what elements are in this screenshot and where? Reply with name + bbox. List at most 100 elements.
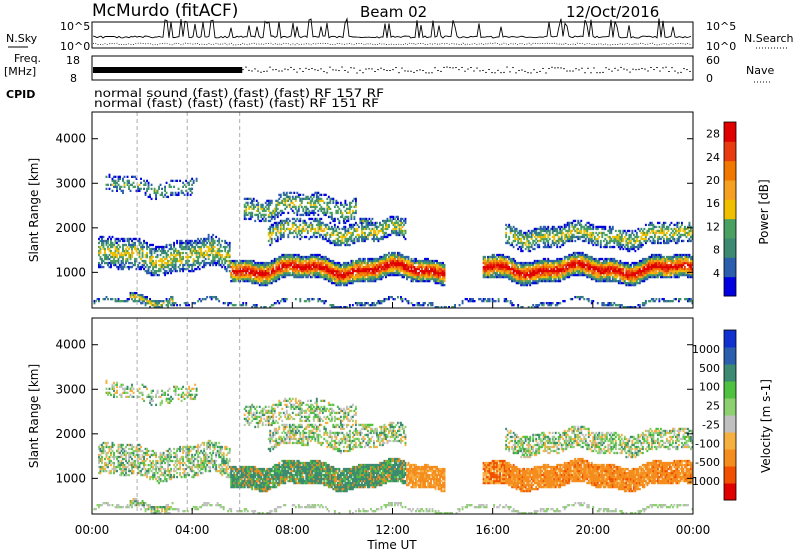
heatmap-cell	[513, 258, 515, 260]
heatmap-cell	[337, 206, 339, 208]
heatmap-cell	[393, 270, 395, 272]
heatmap-cell	[136, 292, 138, 294]
heatmap-cell	[100, 264, 102, 266]
heatmap-cell	[182, 192, 184, 194]
heatmap-cell	[251, 212, 253, 214]
heatmap-cell	[343, 206, 345, 208]
heatmap-cell	[131, 254, 133, 256]
heatmap-cell	[134, 242, 136, 244]
heatmap-cell	[172, 192, 174, 194]
heatmap-cell	[337, 218, 339, 220]
heatmap-cell	[283, 224, 285, 226]
heatmap-cell	[516, 244, 518, 246]
heatmap-cell	[194, 264, 196, 266]
heatmap-cell	[257, 282, 259, 284]
heatmap-cell	[350, 206, 352, 208]
heatmap-cell	[271, 238, 273, 240]
heatmap-cell	[299, 224, 301, 226]
heatmap-cell	[265, 214, 267, 216]
heatmap-cell	[355, 236, 357, 238]
heatmap-cell	[122, 260, 124, 262]
heatmap-cell	[517, 266, 519, 268]
heatmap-cell	[235, 280, 237, 282]
heatmap-cell	[196, 254, 198, 256]
heatmap-cell	[302, 262, 304, 264]
heatmap-cell	[145, 182, 147, 184]
heatmap-cell	[148, 270, 150, 272]
heatmap-cell	[546, 232, 548, 234]
heatmap-cell	[107, 246, 109, 248]
heatmap-cell	[203, 246, 205, 248]
heatmap-cell	[462, 300, 464, 302]
heatmap-cell	[373, 236, 375, 238]
heatmap-cell	[556, 228, 558, 230]
heatmap-cell	[242, 302, 244, 304]
heatmap-cell	[361, 234, 363, 236]
heatmap-cell	[332, 202, 334, 204]
heatmap-cell	[517, 240, 519, 242]
heatmap-cell	[313, 194, 315, 196]
heatmap-cell	[332, 198, 334, 200]
heatmap-cell	[101, 258, 103, 260]
heatmap-cell	[341, 216, 343, 218]
heatmap-cell	[350, 238, 352, 240]
heatmap-cell	[191, 192, 193, 194]
freq-tick-bottom: 8	[70, 72, 77, 85]
heatmap-cell	[352, 304, 354, 306]
heatmap-cell	[317, 260, 319, 262]
heatmap-cell	[376, 234, 378, 236]
heatmap-cell	[229, 246, 231, 248]
heatmap-cell	[172, 254, 174, 256]
heatmap-cell	[302, 214, 304, 216]
heatmap-cell	[131, 184, 133, 186]
heatmap-cell	[265, 202, 267, 204]
heatmap-cell	[556, 230, 558, 232]
heatmap-cell	[170, 244, 172, 246]
heatmap-cell	[344, 228, 346, 230]
heatmap-cell	[307, 276, 309, 278]
heatmap-cell	[142, 256, 144, 258]
heatmap-cell	[200, 250, 202, 252]
heatmap-cell	[281, 210, 283, 212]
heatmap-cell	[405, 218, 407, 220]
heatmap-cell	[272, 304, 274, 306]
heatmap-cell	[130, 238, 132, 240]
heatmap-cell	[157, 250, 159, 252]
heatmap-cell	[256, 304, 258, 306]
heatmap-cell	[316, 218, 318, 220]
heatmap-cell	[224, 258, 226, 260]
heatmap-cell	[405, 232, 407, 234]
heatmap-cell	[245, 210, 247, 212]
heatmap-cell	[134, 262, 136, 264]
heatmap-cell	[299, 218, 301, 220]
heatmap-cell	[359, 258, 361, 260]
heatmap-cell	[119, 240, 121, 242]
heatmap-cell	[316, 270, 318, 272]
heatmap-cell	[280, 230, 282, 232]
heatmap-cell	[517, 304, 519, 306]
heatmap-cell	[172, 180, 174, 182]
heatmap-cell	[561, 226, 563, 228]
heatmap-cell	[208, 240, 210, 242]
heatmap-cell	[338, 208, 340, 210]
heatmap-cell	[332, 234, 334, 236]
heatmap-cell	[390, 218, 392, 220]
heatmap-cell	[397, 216, 399, 218]
heatmap-cell	[397, 296, 399, 298]
heatmap-cell	[507, 240, 509, 242]
heatmap-cell	[493, 270, 495, 272]
heatmap-cell	[139, 238, 141, 240]
heatmap-cell	[167, 272, 169, 274]
heatmap-cell	[564, 258, 566, 260]
heatmap-cell	[328, 258, 330, 260]
heatmap-cell	[367, 262, 369, 264]
heatmap-cell	[245, 302, 247, 304]
heatmap-cell	[137, 186, 139, 188]
heatmap-cell	[353, 242, 355, 244]
heatmap-cell	[289, 196, 291, 198]
heatmap-cell	[247, 214, 249, 216]
heatmap-cell	[139, 184, 141, 186]
heatmap-cell	[179, 254, 181, 256]
heatmap-cell	[218, 252, 220, 254]
heatmap-cell	[206, 242, 208, 244]
